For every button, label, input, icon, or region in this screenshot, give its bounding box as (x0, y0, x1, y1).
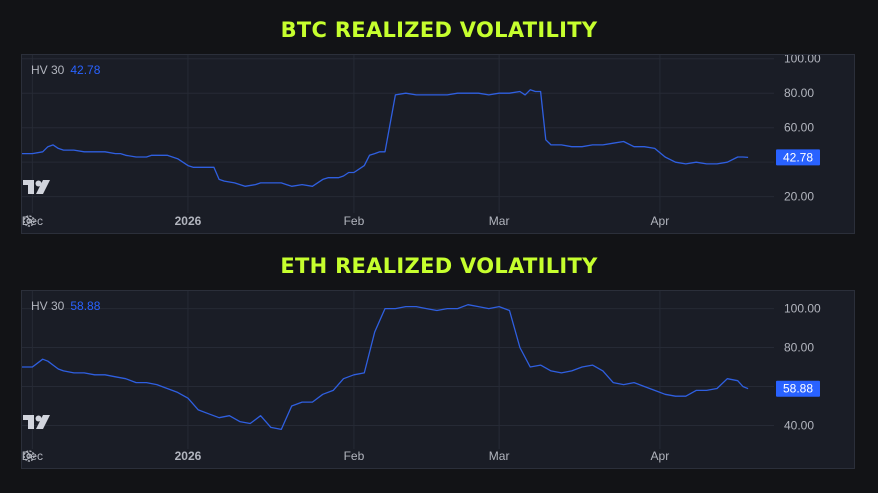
tradingview-logo-icon (23, 415, 50, 429)
gear-icon[interactable] (22, 449, 36, 463)
eth-y-tick-label: 40.00 (784, 418, 814, 432)
eth-indicator-value: 58.88 (70, 299, 101, 313)
btc-x-tick-label: Dec (22, 214, 43, 228)
eth-x-tick-label: Apr (651, 449, 670, 463)
eth-last-value-label: 58.88 (783, 382, 813, 396)
gear-icon[interactable] (22, 214, 36, 228)
btc-y-tick-label: 20.00 (784, 190, 814, 204)
eth-chart-canvas[interactable]: Dec 2026 Feb Mar Apr 40.00 80.00 100.00 58.88 (22, 291, 854, 468)
btc-last-value-label: 42.78 (783, 150, 813, 164)
eth-x-tick-label: Mar (489, 449, 510, 463)
btc-x-tick-label: Apr (651, 214, 670, 228)
btc-indicator-value: 42.78 (70, 63, 101, 77)
btc-indicator-legend: HV 30 42.78 (31, 63, 100, 77)
btc-chart-panel[interactable]: Dec 2026 Feb Mar Apr 20.00 60.00 80.00 100.00 42.… (21, 54, 855, 234)
btc-y-tick-label: 60.00 (784, 121, 814, 135)
btc-y-tick-label: 100.00 (784, 55, 821, 66)
btc-hv-series-line (22, 89, 749, 187)
eth-chart-title: ETH REALIZED VOLATILITY (280, 254, 598, 278)
btc-x-tick-label: Feb (344, 214, 365, 228)
eth-last-value-tag (776, 380, 820, 397)
eth-x-tick-label: Feb (344, 449, 365, 463)
btc-chart-canvas[interactable]: Dec 2026 Feb Mar Apr 20.00 60.00 80.00 100.00 42.… (22, 55, 854, 233)
eth-y-tick-label: 100.00 (784, 302, 821, 316)
eth-hv-series-line (22, 304, 749, 431)
eth-indicator-legend: HV 30 58.88 (31, 299, 100, 313)
tradingview-logo-icon (23, 180, 50, 194)
eth-indicator-name: HV 30 (31, 299, 65, 313)
btc-chart-title: BTC REALIZED VOLATILITY (280, 18, 598, 42)
btc-x-tick-label: 2026 (175, 214, 202, 228)
eth-y-tick-label: 80.00 (784, 341, 814, 355)
btc-last-value-tag (776, 149, 820, 166)
btc-indicator-name: HV 30 (31, 63, 65, 77)
eth-x-tick-label: 2026 (175, 449, 202, 463)
btc-y-tick-label: 80.00 (784, 86, 814, 100)
eth-chart-panel[interactable]: Dec 2026 Feb Mar Apr 40.00 80.00 100.00 58.88 HV… (21, 290, 855, 469)
eth-x-tick-label: Dec (22, 449, 43, 463)
btc-x-tick-label: Mar (489, 214, 510, 228)
